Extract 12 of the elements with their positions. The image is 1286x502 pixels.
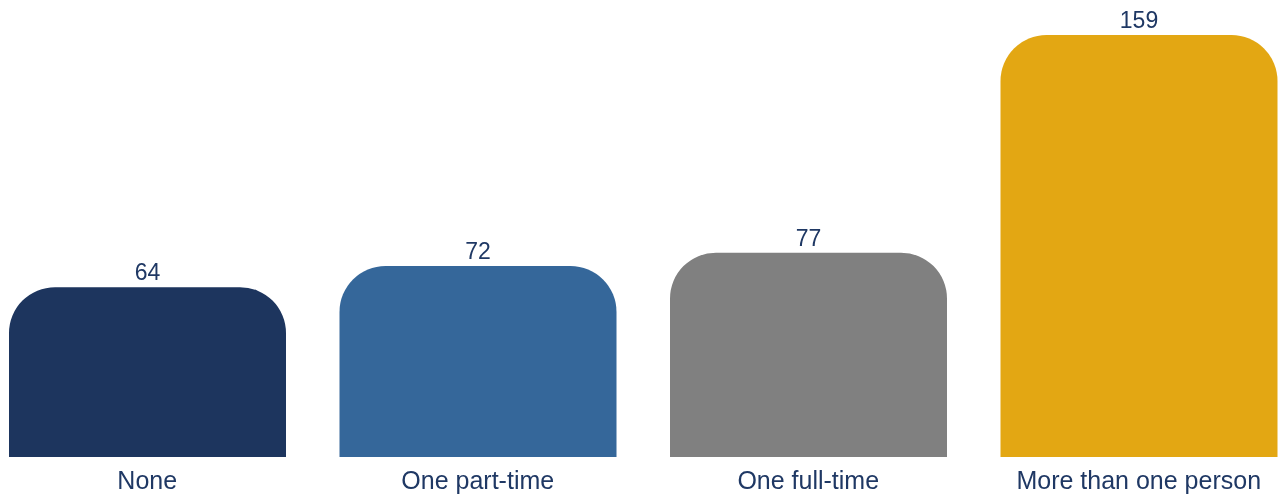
bar	[9, 287, 286, 457]
x-tick-label: More than one person	[1016, 466, 1262, 494]
bar	[1000, 35, 1278, 457]
data-label: 64	[134, 259, 161, 286]
data-label: 72	[465, 237, 491, 264]
x-tick-label: One full-time	[737, 466, 880, 494]
bar	[339, 265, 617, 457]
bar	[670, 252, 947, 457]
data-label: 159	[1119, 7, 1159, 33]
x-tick-label: One part-time	[401, 466, 555, 494]
x-tick-label: None	[117, 466, 178, 494]
data-label: 77	[795, 224, 822, 251]
